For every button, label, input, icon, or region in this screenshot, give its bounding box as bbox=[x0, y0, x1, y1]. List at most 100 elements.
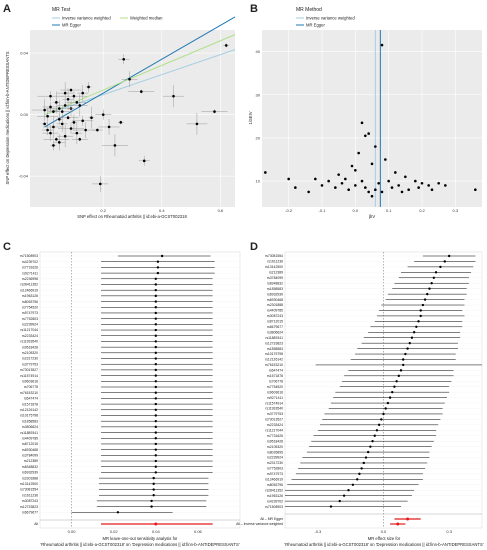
estimate-point bbox=[404, 352, 407, 356]
panel-letter-b: B bbox=[250, 3, 258, 15]
x-tick-label: 0.2 bbox=[100, 208, 106, 213]
data-point bbox=[96, 128, 99, 132]
data-point bbox=[60, 122, 64, 126]
estimate-point bbox=[371, 439, 374, 443]
estimate-point bbox=[156, 271, 160, 275]
snp-label: rs71508903 bbox=[265, 505, 283, 509]
estimate-point bbox=[395, 380, 398, 383]
panel-a-xlabel: SNP effect on Rheumatoid arthritis || id… bbox=[77, 214, 187, 219]
snp-label: rs8712015 bbox=[267, 320, 283, 324]
estimate-point bbox=[432, 276, 436, 279]
panel-letter-a: A bbox=[3, 3, 11, 15]
panel-b-legend: MR Method Inverse variance weighted MR E… bbox=[296, 7, 355, 28]
y-tick-label: 0.04 bbox=[20, 51, 29, 56]
estimate-point bbox=[154, 442, 157, 446]
data-point bbox=[98, 182, 102, 186]
data-point bbox=[57, 107, 61, 110]
estimate-point bbox=[358, 472, 361, 476]
snp-label: rs2236998 bbox=[22, 277, 38, 281]
estimate-point bbox=[419, 309, 422, 312]
summary-estimate-point bbox=[396, 522, 400, 526]
snp-label: rs13142500 bbox=[20, 482, 38, 486]
estimate-point bbox=[152, 482, 155, 486]
data-point bbox=[427, 184, 430, 187]
estimate-point bbox=[154, 385, 157, 389]
estimate-point bbox=[421, 303, 425, 307]
snp-label: rs6932939 bbox=[22, 471, 38, 475]
snp-label: rs11217044 bbox=[265, 428, 283, 432]
snp-label: rs4409785 bbox=[22, 436, 38, 440]
data-point bbox=[84, 128, 87, 132]
panel-c-xlabel-line2: 'Rheumatoid arthritis || id:ebi-a-GCST00… bbox=[40, 542, 239, 547]
snp-label: rs3806624 bbox=[267, 330, 283, 334]
data-point bbox=[52, 110, 55, 113]
estimate-point bbox=[160, 254, 164, 258]
data-point bbox=[63, 91, 67, 95]
panel-a-plot-area bbox=[30, 30, 235, 207]
data-point bbox=[119, 121, 123, 124]
data-point bbox=[307, 190, 310, 194]
data-point bbox=[380, 190, 384, 194]
estimate-point bbox=[364, 456, 368, 459]
snp-label: rs2105320 bbox=[267, 445, 283, 449]
snp-label: rs73013527 bbox=[265, 418, 283, 422]
data-point bbox=[113, 144, 117, 147]
snp-label: rs9518428 bbox=[22, 345, 38, 349]
data-point bbox=[122, 57, 126, 61]
snp-label: rs11889341 bbox=[265, 336, 283, 340]
snp-label: rs7731626 bbox=[22, 266, 38, 270]
snp-label: rs12733823 bbox=[20, 505, 38, 509]
estimate-point bbox=[439, 265, 442, 269]
summary-estimate-point bbox=[406, 517, 410, 521]
data-point bbox=[360, 121, 364, 125]
data-point bbox=[224, 44, 228, 47]
data-point bbox=[420, 181, 424, 185]
estimate-point bbox=[375, 429, 379, 432]
estimate-point bbox=[426, 292, 429, 296]
data-point bbox=[81, 91, 85, 95]
snp-label: rs12733823 bbox=[265, 341, 283, 345]
estimate-point bbox=[154, 340, 157, 343]
estimate-point bbox=[360, 467, 363, 470]
snp-label: rs11889341 bbox=[20, 431, 38, 435]
snp-label: rs3779753 bbox=[267, 412, 283, 416]
snp-label: rs6679677 bbox=[22, 511, 38, 515]
panel-a-points bbox=[31, 43, 230, 192]
data-point bbox=[417, 186, 420, 189]
estimate-point bbox=[430, 282, 433, 285]
snp-label: rs73081554 bbox=[265, 254, 283, 258]
snp-label: rs1858583 bbox=[267, 287, 283, 291]
estimate-point bbox=[154, 454, 157, 457]
snp-label: rs8053796 bbox=[22, 300, 38, 304]
snp-label: rs6679677 bbox=[267, 325, 283, 329]
snp-label: rs12466919 bbox=[20, 288, 38, 292]
estimate-point bbox=[154, 288, 157, 292]
legend-label-egger-b: MR Egger bbox=[306, 23, 325, 28]
estimate-point bbox=[154, 317, 157, 320]
estimate-point bbox=[417, 320, 420, 323]
regression-line bbox=[44, 49, 236, 116]
data-point bbox=[354, 184, 357, 187]
x-tick-label: 0.1 bbox=[386, 208, 392, 213]
snp-label: rs9271411 bbox=[22, 271, 38, 275]
estimate-point bbox=[419, 314, 422, 318]
legend-label-wm: Weighted median bbox=[130, 16, 163, 21]
snp-label: rs4239702 bbox=[267, 499, 283, 503]
estimate-point bbox=[373, 434, 376, 437]
snp-label: rs3087243 bbox=[22, 499, 38, 503]
data-point bbox=[69, 88, 73, 92]
panel-d-xlabel-line1: MR effect size for bbox=[368, 536, 401, 541]
data-point bbox=[66, 97, 70, 101]
data-point bbox=[57, 141, 61, 144]
snp-label: rs7754520 bbox=[267, 385, 283, 389]
data-point bbox=[46, 128, 49, 132]
snp-label: rs1611236 bbox=[22, 493, 38, 497]
panel-b-plot-area bbox=[262, 30, 482, 207]
estimate-point bbox=[380, 418, 383, 421]
snp-label: rs9603616 bbox=[22, 380, 38, 384]
data-point bbox=[474, 188, 477, 192]
data-point bbox=[347, 188, 350, 192]
snp-label: rs2239924 bbox=[267, 456, 283, 460]
snp-label: rs9518428 bbox=[267, 439, 283, 443]
